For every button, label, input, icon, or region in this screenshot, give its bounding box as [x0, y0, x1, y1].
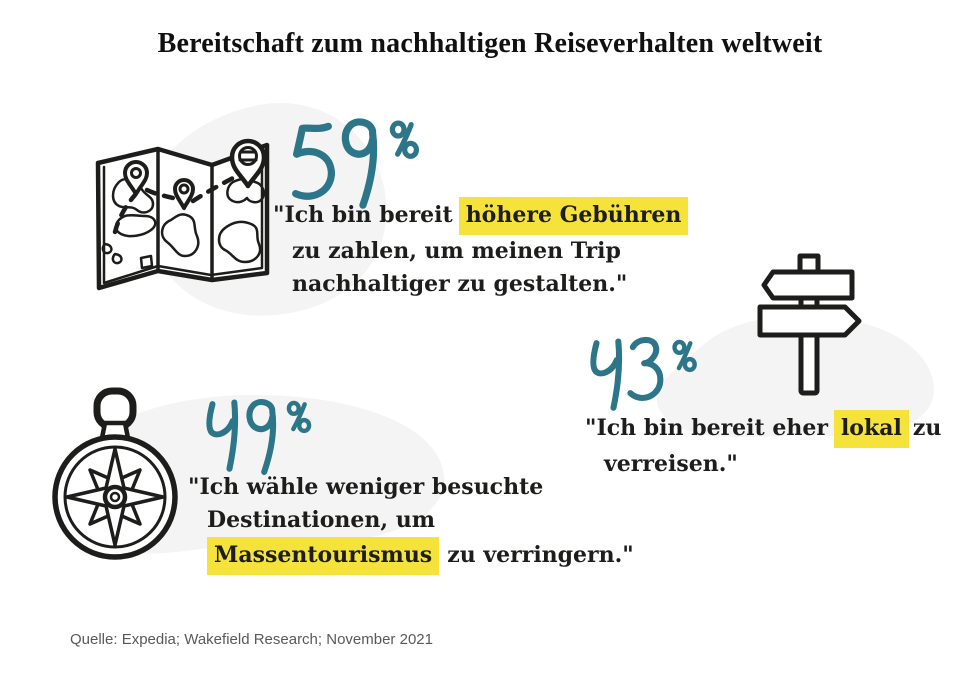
highlight-lokal: lokal	[833, 410, 909, 448]
quote-higher-fees: "Ich bin bereit höhere Gebühren zu zahlen…	[273, 197, 692, 301]
quote-line: "Ich bin bereit eher lokal zu	[585, 410, 941, 448]
quote-line: zu zahlen, um meinen Trip	[292, 235, 692, 268]
quote-less-visited: "Ich wähle weniger besuchte Destinatione…	[188, 471, 634, 575]
quote-text: verreisen."	[604, 451, 738, 477]
stat-value-higher-fees	[287, 110, 451, 210]
quote-line: nachhaltiger zu gestalten."	[292, 268, 692, 301]
background-blob-signpost	[656, 315, 935, 437]
highlight-massentourismus: Massentourismus	[207, 537, 440, 575]
quote-local-travel: "Ich bin bereit eher lokal zu verreisen."	[585, 410, 941, 481]
quote-line: verreisen."	[604, 448, 941, 481]
quote-line: "Ich wähle weniger besuchte	[188, 471, 634, 504]
quote-text: Destinationen, um	[207, 507, 436, 533]
quote-line: Destinationen, um	[207, 504, 634, 537]
quote-text: zu zahlen, um meinen Trip	[292, 238, 621, 264]
quote-text: zu	[912, 415, 942, 441]
page-title: Bereitschaft zum nachhaltigen Reiseverha…	[157, 28, 823, 59]
stat-value-less-visited	[202, 392, 348, 476]
quote-text: "Ich bin bereit	[273, 202, 453, 228]
quote-text: "Ich wähle weniger besuchte	[188, 474, 544, 500]
quote-text: nachhaltiger zu gestalten."	[292, 271, 628, 297]
map-icon	[95, 138, 270, 291]
signpost-icon	[757, 253, 862, 396]
quote-text: "Ich bin bereit eher	[585, 415, 828, 441]
quote-text: zu verringern."	[447, 542, 634, 568]
highlight-hoehere-gebuehren: höhere Gebühren	[458, 197, 689, 235]
quote-line: Massentourismus zu verringern."	[207, 537, 634, 575]
stat-value-local-travel	[586, 331, 732, 415]
compass-icon	[52, 387, 178, 560]
source-caption: Quelle: Expedia; Wakefield Research; Nov…	[70, 631, 433, 648]
quote-line: "Ich bin bereit höhere Gebühren	[273, 197, 692, 235]
